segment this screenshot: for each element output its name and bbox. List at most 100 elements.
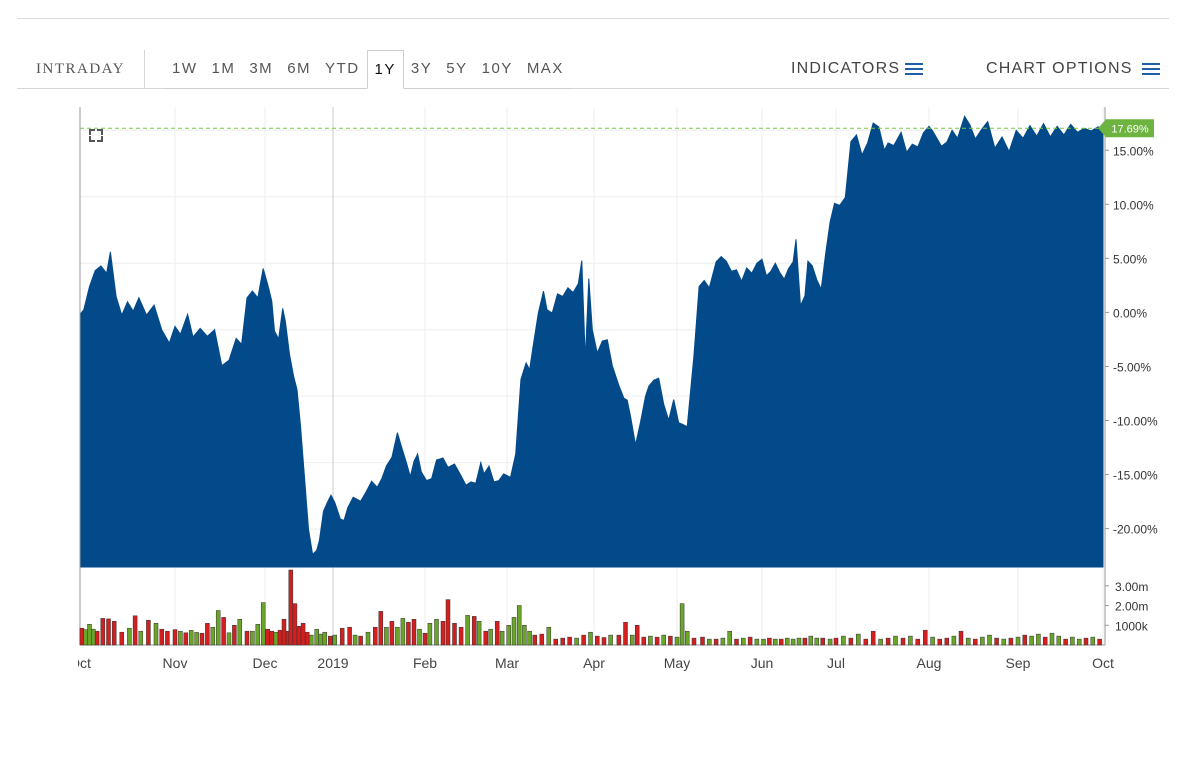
range-3m[interactable]: 3M xyxy=(249,60,274,77)
x-tick-label: Nov xyxy=(163,655,188,671)
volume-bar xyxy=(373,627,377,645)
volume-bar xyxy=(293,604,297,645)
volume-bar xyxy=(1098,639,1102,645)
range-1w[interactable]: 1W xyxy=(172,60,198,77)
volume-bar xyxy=(662,635,666,645)
volume-bar xyxy=(184,633,188,645)
x-tick-label: Feb xyxy=(413,655,437,671)
volume-bar xyxy=(675,637,679,645)
x-tick-label: May xyxy=(664,655,690,671)
volume-bar xyxy=(222,617,226,645)
volume-bar xyxy=(165,631,169,645)
volume-bar xyxy=(617,635,621,645)
volume-bar xyxy=(266,629,270,645)
price-tick-label: 130.00 xyxy=(35,523,72,537)
volume-bar xyxy=(418,629,422,645)
volume-bar xyxy=(379,611,383,645)
volume-bar xyxy=(762,639,766,645)
range-max[interactable]: MAX xyxy=(526,60,564,77)
volume-bar xyxy=(195,632,199,645)
volume-bar xyxy=(406,622,410,645)
volume-bar xyxy=(879,639,883,645)
volume-bar xyxy=(1091,637,1095,645)
volume-bar xyxy=(359,636,363,645)
x-tick-label: Jul xyxy=(827,655,845,671)
pct-tick-label: -20.00% xyxy=(1113,523,1158,537)
volume-bar xyxy=(401,618,405,645)
volume-bar xyxy=(959,631,963,645)
range-ytd[interactable]: YTD xyxy=(325,60,360,77)
volume-bar xyxy=(160,629,164,645)
volume-bar xyxy=(395,627,399,645)
volume-bar xyxy=(489,629,493,645)
volume-bar xyxy=(412,619,416,645)
volume-bar xyxy=(988,635,992,645)
volume-bar xyxy=(127,628,131,645)
price-tick-label: 190.00 xyxy=(35,124,72,138)
chart-options-label: CHART OPTIONS xyxy=(986,60,1133,77)
volume-bar xyxy=(205,623,209,645)
volume-bar xyxy=(624,622,628,645)
volume-bar xyxy=(547,627,551,645)
x-tick-label: Mar xyxy=(495,655,519,671)
range-10y[interactable]: 10Y xyxy=(481,60,513,77)
volume-bar xyxy=(507,625,511,645)
x-tick-label: Sep xyxy=(1006,655,1031,671)
volume-tick-label: 3.00m xyxy=(1115,580,1148,594)
volume-bar xyxy=(755,639,759,645)
volume-bar xyxy=(120,632,124,645)
volume-bar xyxy=(282,619,286,645)
volume-bar xyxy=(834,638,838,645)
volume-bar xyxy=(894,636,898,645)
volume-bar xyxy=(80,628,84,645)
volume-bar xyxy=(815,638,819,645)
volume-bar xyxy=(685,631,689,645)
volume-bar xyxy=(721,638,725,645)
pct-tick-label: 5.00% xyxy=(1113,252,1147,266)
volume-bar xyxy=(435,619,439,645)
volume-bar xyxy=(270,631,274,645)
volume-bar xyxy=(154,623,158,645)
range-1y[interactable]: 1Y xyxy=(366,50,404,89)
volume-bar xyxy=(261,603,265,645)
volume-bar xyxy=(216,611,220,646)
volume-bar xyxy=(189,630,193,645)
intraday-button[interactable]: INTRADAY xyxy=(17,50,145,88)
hamburger-icon xyxy=(905,62,924,76)
volume-bar xyxy=(256,624,260,645)
expand-icon[interactable] xyxy=(89,129,103,142)
range-selector: 1W 1M 3M 6M YTD 1Y 3Y 5Y 10Y MAX xyxy=(165,50,571,89)
range-1m[interactable]: 1M xyxy=(211,60,236,77)
volume-bar xyxy=(428,623,432,645)
volume-bar xyxy=(245,631,249,645)
indicators-menu[interactable]: INDICATORS xyxy=(791,50,924,88)
volume-bar xyxy=(668,636,672,645)
volume-bar xyxy=(472,616,476,645)
volume-bar xyxy=(561,638,565,645)
volume-bar xyxy=(973,639,977,645)
volume-bar xyxy=(797,638,801,645)
volume-tick-label: 1000k xyxy=(1115,619,1149,633)
volume-bar xyxy=(1057,636,1061,645)
volume-bar xyxy=(139,631,143,645)
volume-bar xyxy=(1009,638,1013,645)
volume-bar xyxy=(602,638,606,646)
volume-bar xyxy=(1050,633,1054,645)
top-divider xyxy=(17,18,1169,19)
range-3y[interactable]: 3Y xyxy=(410,60,433,77)
volume-bar xyxy=(101,618,105,645)
range-6m[interactable]: 6M xyxy=(287,60,312,77)
range-5y[interactable]: 5Y xyxy=(446,60,468,77)
chart-options-menu[interactable]: CHART OPTIONS xyxy=(986,50,1160,88)
volume-bar xyxy=(533,635,537,645)
volume-bar xyxy=(353,635,357,645)
volume-bar xyxy=(484,631,488,645)
volume-bar xyxy=(595,636,599,645)
volume-bar xyxy=(1023,635,1027,645)
volume-bar xyxy=(88,624,92,645)
volume-bar xyxy=(319,634,323,645)
volume-bar xyxy=(908,636,912,645)
volume-bar xyxy=(495,621,499,645)
volume-bar xyxy=(809,636,813,645)
